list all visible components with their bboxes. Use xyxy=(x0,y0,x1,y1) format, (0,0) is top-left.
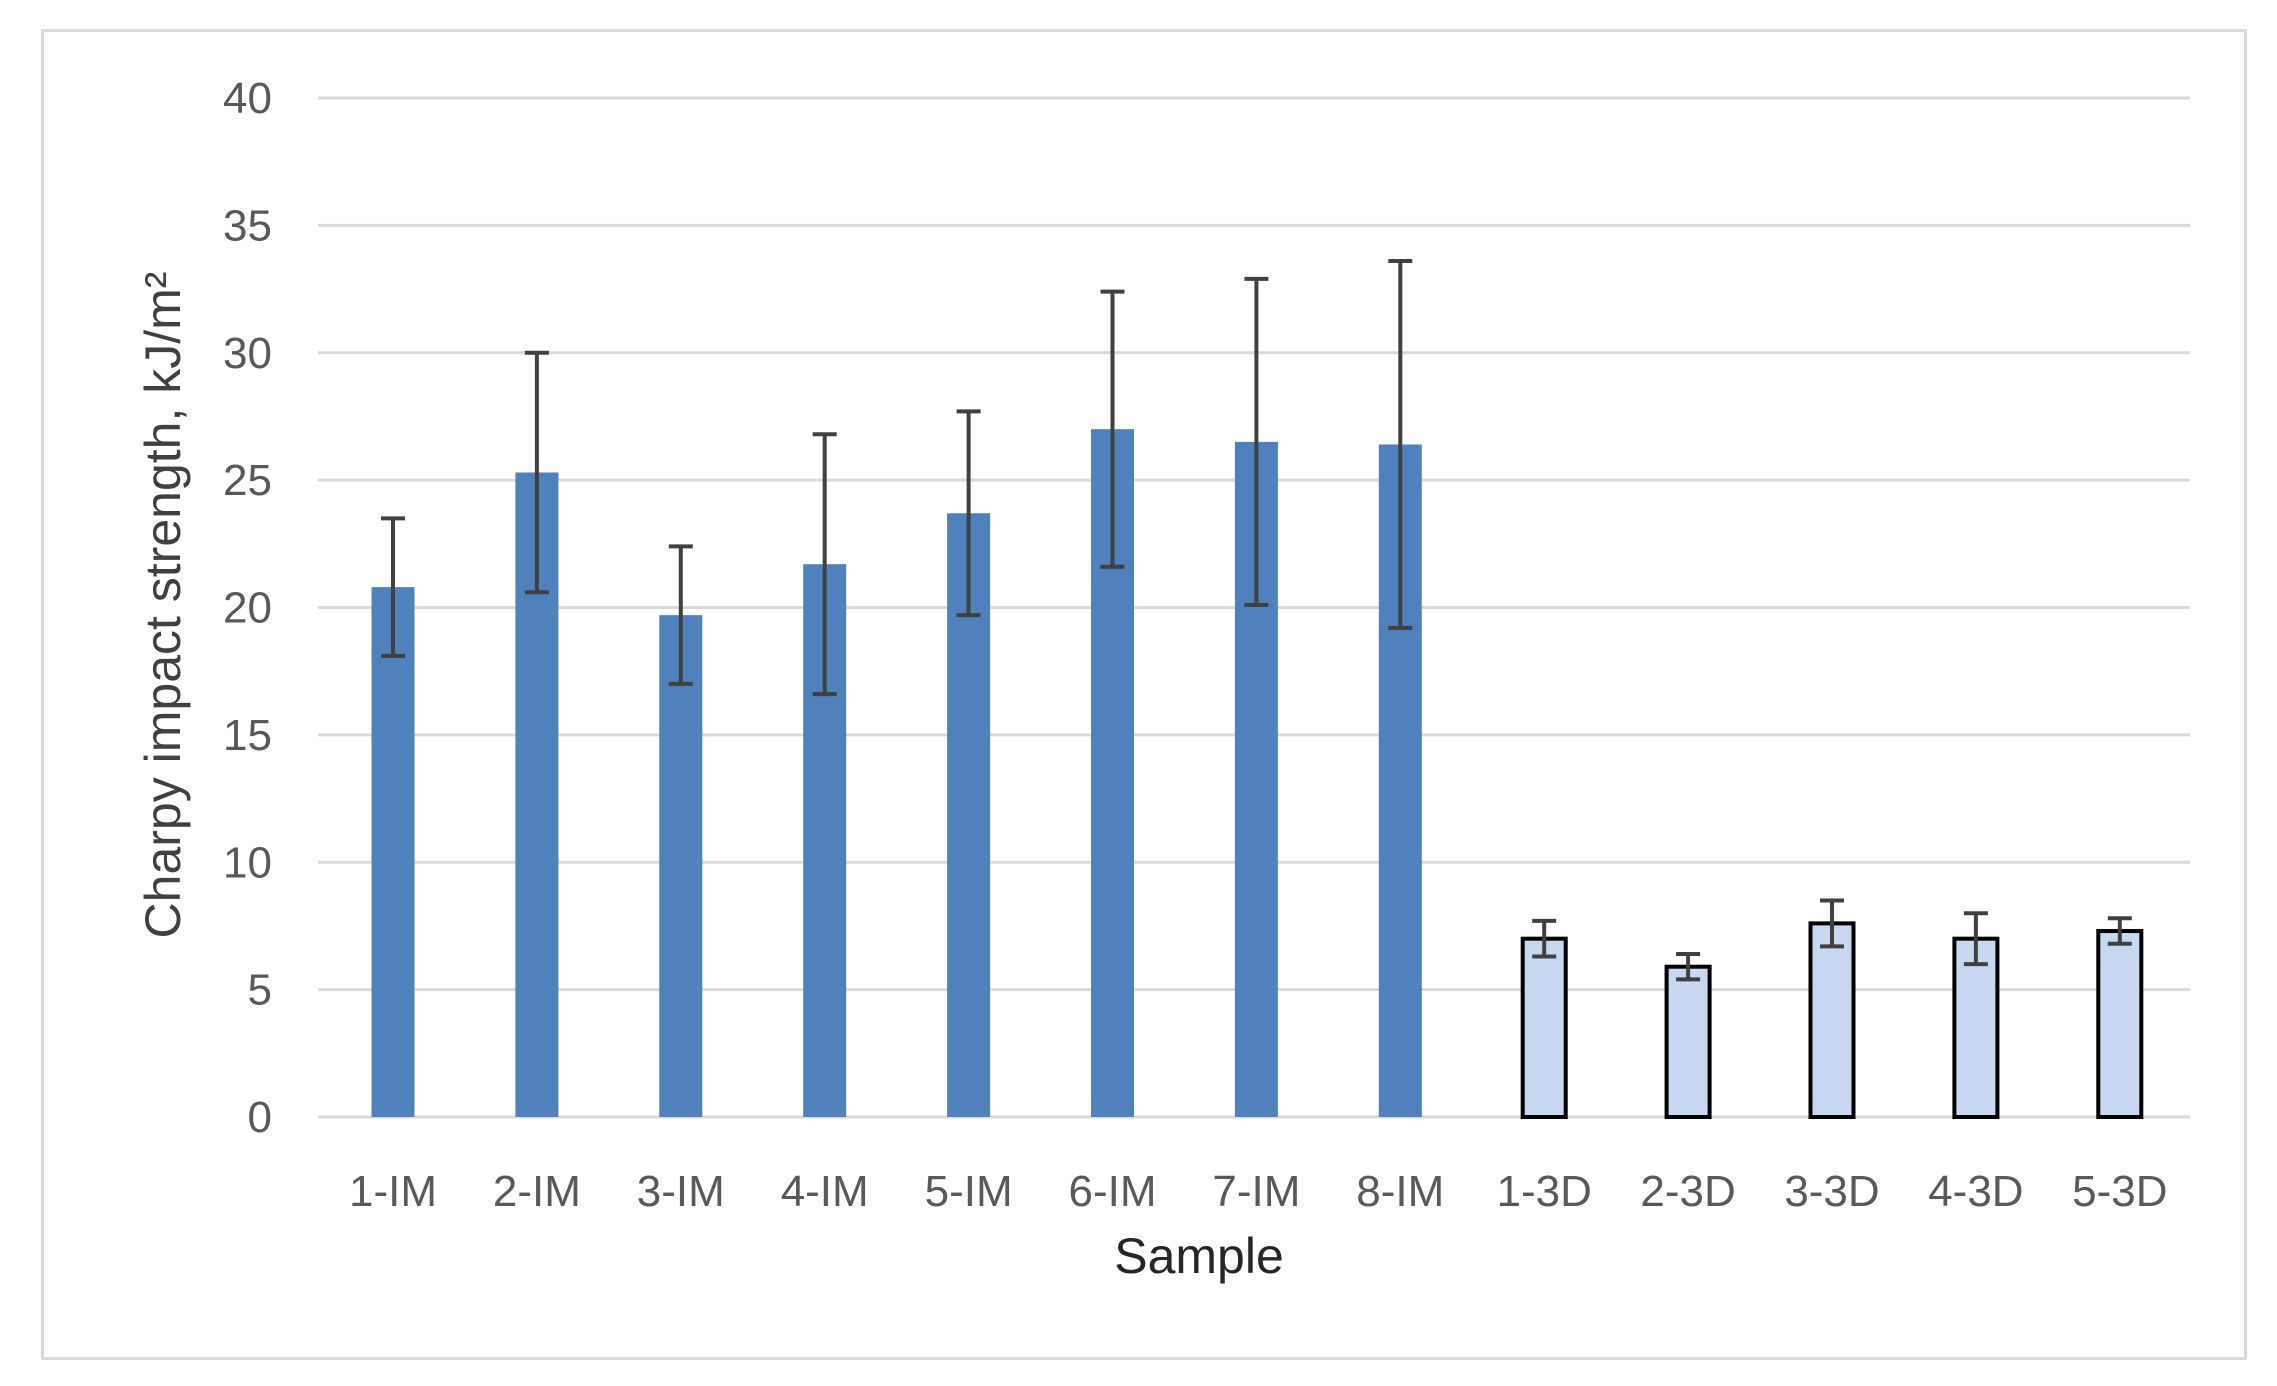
bar xyxy=(371,587,415,1117)
x-tick-label: 6-IM xyxy=(1069,1167,1157,1216)
error-bar xyxy=(1100,289,1125,569)
error-bar xyxy=(1963,911,1988,967)
y-tick-label: 35 xyxy=(223,201,272,250)
x-tick-label: 5-IM xyxy=(925,1167,1013,1216)
x-tick-label: 4-IM xyxy=(781,1167,869,1216)
x-tick-label: 8-IM xyxy=(1356,1167,1444,1216)
y-tick-label: 40 xyxy=(223,74,272,123)
y-tick-label: 15 xyxy=(223,711,272,760)
error-bar xyxy=(524,350,549,595)
error-bar xyxy=(1532,918,1557,959)
y-tick-label: 20 xyxy=(223,584,272,633)
error-bars xyxy=(381,259,2132,982)
x-tick-label: 4-3D xyxy=(1928,1167,2023,1216)
y-tick-label: 0 xyxy=(248,1093,272,1142)
error-bar xyxy=(381,516,405,658)
bar xyxy=(1664,964,1712,1120)
x-tick-label: 3-IM xyxy=(637,1167,725,1216)
error-bar xyxy=(1676,951,1701,982)
bar xyxy=(2096,929,2144,1119)
y-tick-label: 25 xyxy=(223,456,272,505)
error-bar xyxy=(956,409,981,618)
x-tick-label: 7-IM xyxy=(1212,1167,1300,1216)
x-axis-title: Sample xyxy=(1114,1228,1284,1284)
y-tick-label: 10 xyxy=(223,838,272,887)
bar xyxy=(1952,936,2000,1119)
error-bar xyxy=(668,544,693,686)
x-tick-label: 2-3D xyxy=(1640,1167,1735,1216)
x-axis-ticks: 1-IM 2-IM 3-IM 4-IM 5-IM 6-IM 7-IM 8-IM 1-3D 2-3D… xyxy=(349,1167,2167,1216)
x-tick-label: 1-IM xyxy=(349,1167,437,1216)
x-tick-label: 2-IM xyxy=(493,1167,581,1216)
error-bar xyxy=(812,432,837,697)
bar xyxy=(1520,936,1568,1119)
bar xyxy=(1808,921,1856,1120)
x-tick-label: 1-3D xyxy=(1497,1167,1592,1216)
error-bar xyxy=(1388,259,1413,630)
error-bar xyxy=(1820,898,1844,949)
bar xyxy=(659,615,703,1117)
y-tick-label: 30 xyxy=(223,329,272,378)
y-axis-ticks: 0 5 10 15 20 25 30 35 40 xyxy=(223,74,272,1142)
error-bar xyxy=(1244,276,1269,607)
y-axis-title: Charpy impact strength, kJ/m² xyxy=(135,272,191,939)
y-tick-label: 5 xyxy=(248,966,272,1015)
error-bar xyxy=(2107,916,2132,946)
x-tick-label: 5-3D xyxy=(2072,1167,2167,1216)
x-tick-label: 3-3D xyxy=(1784,1167,1879,1216)
